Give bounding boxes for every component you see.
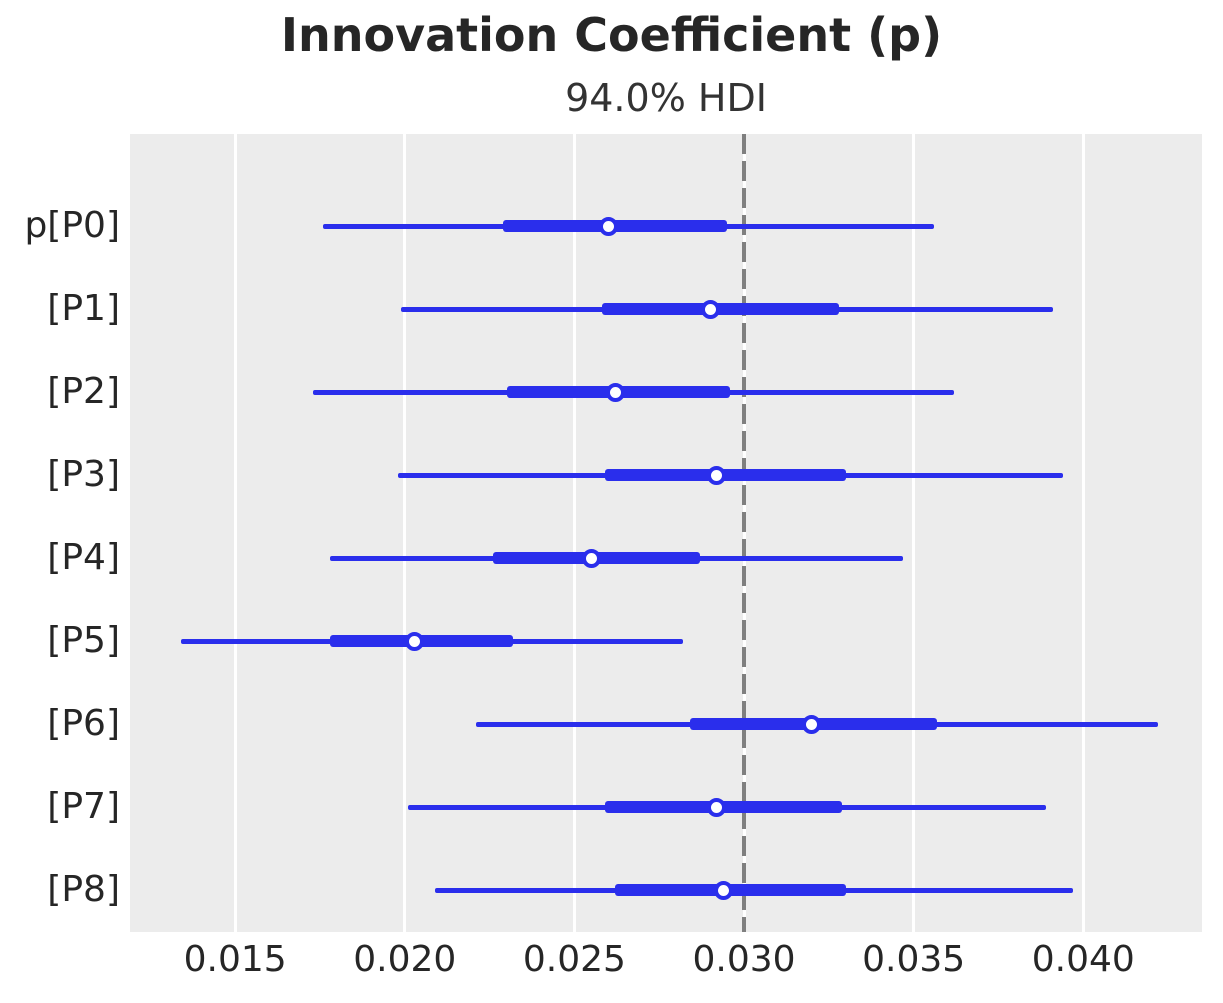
x-tick-label-0.030: 0.030 — [692, 939, 796, 980]
point-estimate-marker-7 — [707, 797, 727, 817]
point-estimate-marker-4 — [581, 548, 601, 568]
x-tick-label-0.025: 0.025 — [522, 939, 626, 980]
y-tick-label-2: [P2] — [47, 371, 120, 412]
figure-title: Innovation Coefficient (p) — [280, 8, 943, 62]
gridline-x-0.035 — [912, 134, 916, 932]
x-tick-label-0.020: 0.020 — [353, 939, 457, 980]
y-tick-label-6: [P6] — [47, 703, 120, 744]
y-tick-label-4: [P4] — [47, 537, 120, 578]
gridline-x-0.015 — [233, 134, 237, 932]
point-estimate-marker-6 — [802, 714, 822, 734]
x-tick-label-0.035: 0.035 — [862, 939, 966, 980]
gridline-x-0.020 — [403, 134, 407, 932]
y-tick-label-0: p[P0] — [24, 205, 120, 246]
point-estimate-marker-1 — [700, 299, 720, 319]
plot-area — [130, 134, 1202, 932]
figure-subtitle: 94.0% HDI — [565, 76, 767, 120]
point-estimate-marker-8 — [714, 880, 734, 900]
reference-line — [742, 134, 747, 932]
y-tick-label-8: [P8] — [47, 869, 120, 910]
point-estimate-marker-5 — [405, 631, 425, 651]
y-tick-label-3: [P3] — [47, 454, 120, 495]
x-tick-label-0.015: 0.015 — [183, 939, 287, 980]
gridline-x-0.040 — [1081, 134, 1085, 932]
point-estimate-marker-3 — [707, 465, 727, 485]
y-tick-label-1: [P1] — [47, 288, 120, 329]
point-estimate-marker-0 — [598, 216, 618, 236]
quartile-line-1 — [601, 303, 839, 315]
point-estimate-marker-2 — [605, 382, 625, 402]
x-tick-label-0.040: 0.040 — [1031, 939, 1135, 980]
gridline-x-0.025 — [572, 134, 576, 932]
y-tick-label-7: [P7] — [47, 786, 120, 827]
y-tick-label-5: [P5] — [47, 620, 120, 661]
